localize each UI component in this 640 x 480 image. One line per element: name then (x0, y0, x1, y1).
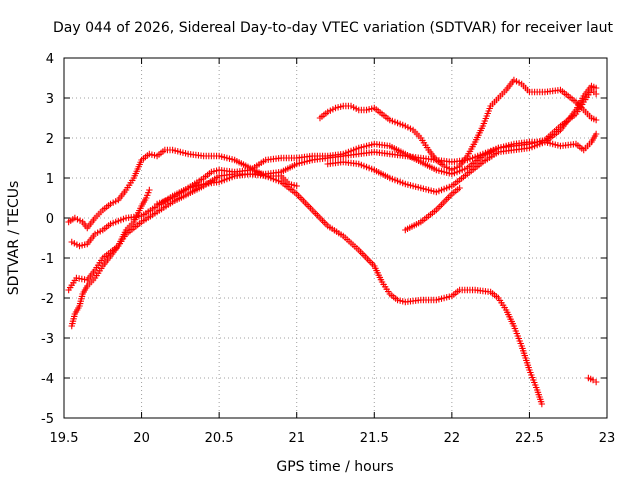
y-tick-label: 3 (46, 92, 54, 107)
grid-lines (64, 58, 607, 418)
y-tick-label: -2 (41, 292, 54, 307)
data-point (592, 130, 600, 138)
series-s2 (65, 170, 546, 408)
x-tick-label: 21.5 (360, 431, 389, 446)
series-s7 (324, 82, 600, 196)
data-point (592, 116, 600, 124)
series-s6 (316, 76, 600, 174)
y-tick-label: 2 (46, 132, 54, 147)
x-tick-label: 21 (288, 431, 305, 446)
x-tick-label: 23 (599, 431, 616, 446)
y-tick-label: -4 (41, 372, 54, 387)
x-tick-label: 22 (444, 431, 461, 446)
plot-frame (63, 57, 608, 419)
x-axis-label: GPS time / hours (276, 459, 393, 475)
data-point (293, 182, 300, 190)
y-tick-label: 1 (46, 172, 54, 187)
series-s9 (585, 374, 600, 386)
series-s3 (65, 146, 300, 232)
data-point (456, 184, 463, 192)
x-tick-label: 22.5 (515, 431, 544, 446)
series-s4 (68, 186, 153, 330)
y-tick-label: 0 (46, 212, 54, 227)
data-point (592, 84, 600, 92)
data-point (592, 378, 600, 386)
x-tick-label: 20.5 (205, 431, 234, 446)
x-tick-label: 19.5 (50, 431, 79, 446)
data-point (146, 186, 153, 194)
chart-title: Day 044 of 2026, Sidereal Day-to-day VTE… (53, 20, 614, 36)
x-tick-label: 20 (133, 431, 150, 446)
y-tick-label: -5 (41, 412, 54, 427)
series-s8 (402, 184, 463, 234)
y-axis-label: SDTVAR / TECUs (6, 181, 22, 296)
y-tick-label: -3 (41, 332, 54, 347)
y-tick-label: -1 (41, 252, 54, 267)
data-point (592, 90, 600, 98)
data-points (65, 76, 600, 408)
data-point (538, 400, 546, 408)
y-tick-label: 4 (46, 52, 54, 67)
